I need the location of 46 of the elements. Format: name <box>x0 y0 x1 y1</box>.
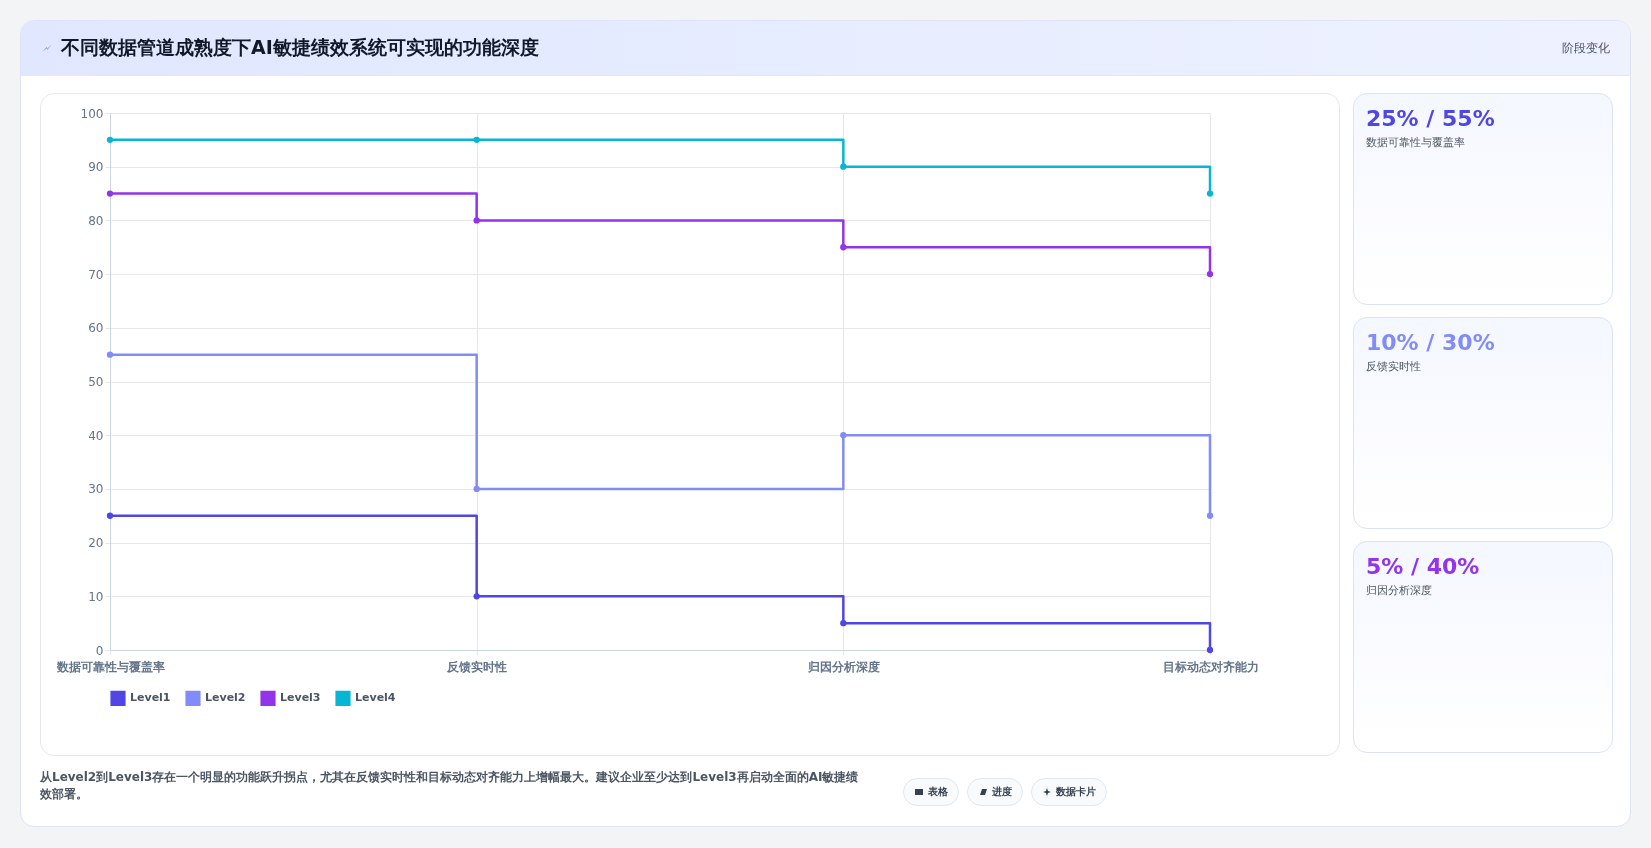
point <box>1206 270 1214 278</box>
y-tick-label: 30 <box>88 482 104 497</box>
text: 数据卡片 <box>1056 785 1096 799</box>
x-tick-label: 目标动态对齐能力 <box>1162 659 1259 674</box>
point <box>840 163 847 170</box>
y-tick-label: 70 <box>88 267 104 282</box>
text: 归因分析深度 <box>1366 583 1433 598</box>
point <box>106 136 114 144</box>
text: 5% / 40% <box>1366 554 1481 579</box>
point <box>106 351 114 358</box>
text: 进度 <box>992 785 1012 799</box>
point <box>1206 512 1214 519</box>
x-tick-label: 反馈实时性 <box>446 659 508 674</box>
text: 数据可靠性与覆盖率 <box>1366 135 1466 150</box>
point <box>106 512 114 519</box>
y-tick-label: 100 <box>80 106 104 121</box>
point <box>473 136 480 144</box>
point <box>473 217 480 224</box>
y-tick-label: 50 <box>88 375 104 389</box>
x-tick-label: 数据可靠性与覆盖率 <box>55 659 165 674</box>
y-tick-label: 20 <box>88 536 104 551</box>
y-tick-label: 40 <box>88 428 104 443</box>
x-tick-label: 归因分析深度 <box>806 659 880 674</box>
chart-title: 不同数据管道成熟度下AI敏捷绩效系统可实现的功能深度 <box>61 35 539 60</box>
text: 10% / 30% <box>1366 330 1496 355</box>
point <box>840 244 847 251</box>
point <box>1206 190 1214 197</box>
point <box>106 190 114 197</box>
point <box>473 485 480 493</box>
y-tick-label: 10 <box>88 589 104 604</box>
point <box>473 593 480 600</box>
text: 反馈实时性 <box>1366 359 1422 374</box>
text: 25% / 55% <box>1366 106 1496 131</box>
legend-label: Level3 <box>280 691 321 705</box>
text: 从Level2到Level3存在一个明显的功能跃升拐点，尤其在反馈实时性和目标动态对齐能力上增幅最大。建议企业至少达到Level3再启动全面的AI敏捷绩效部署。 <box>40 769 860 803</box>
legend-label: Level4 <box>355 691 396 705</box>
y-tick-label: 60 <box>88 321 104 336</box>
legend-label: Level1 <box>130 691 171 705</box>
y-tick-label: 80 <box>88 213 104 228</box>
point <box>840 619 847 627</box>
text: 阶段变化 <box>1562 39 1610 57</box>
text: 表格 <box>928 785 948 799</box>
y-tick-label: 90 <box>88 160 104 175</box>
y-tick-label: 0 <box>95 643 104 658</box>
point <box>840 432 847 439</box>
legend-label: Level2 <box>205 691 246 705</box>
